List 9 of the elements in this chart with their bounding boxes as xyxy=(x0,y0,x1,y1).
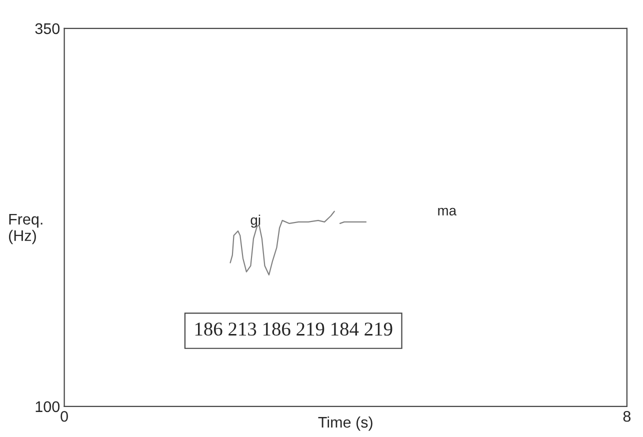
y-tick-label: 100 xyxy=(36,401,60,412)
x-axis-title: Time (s) xyxy=(318,416,372,431)
y-axis-title: Freq. (Hz) xyxy=(8,214,42,244)
annotation: ma xyxy=(438,208,457,216)
annotation: 186 213 186 219 184 219 xyxy=(195,322,392,336)
annotation: gi xyxy=(250,214,260,228)
x-tick-label: 0 xyxy=(60,410,68,422)
y-tick-label: 350 xyxy=(35,23,60,34)
x-tick-label: 8 xyxy=(623,410,631,422)
